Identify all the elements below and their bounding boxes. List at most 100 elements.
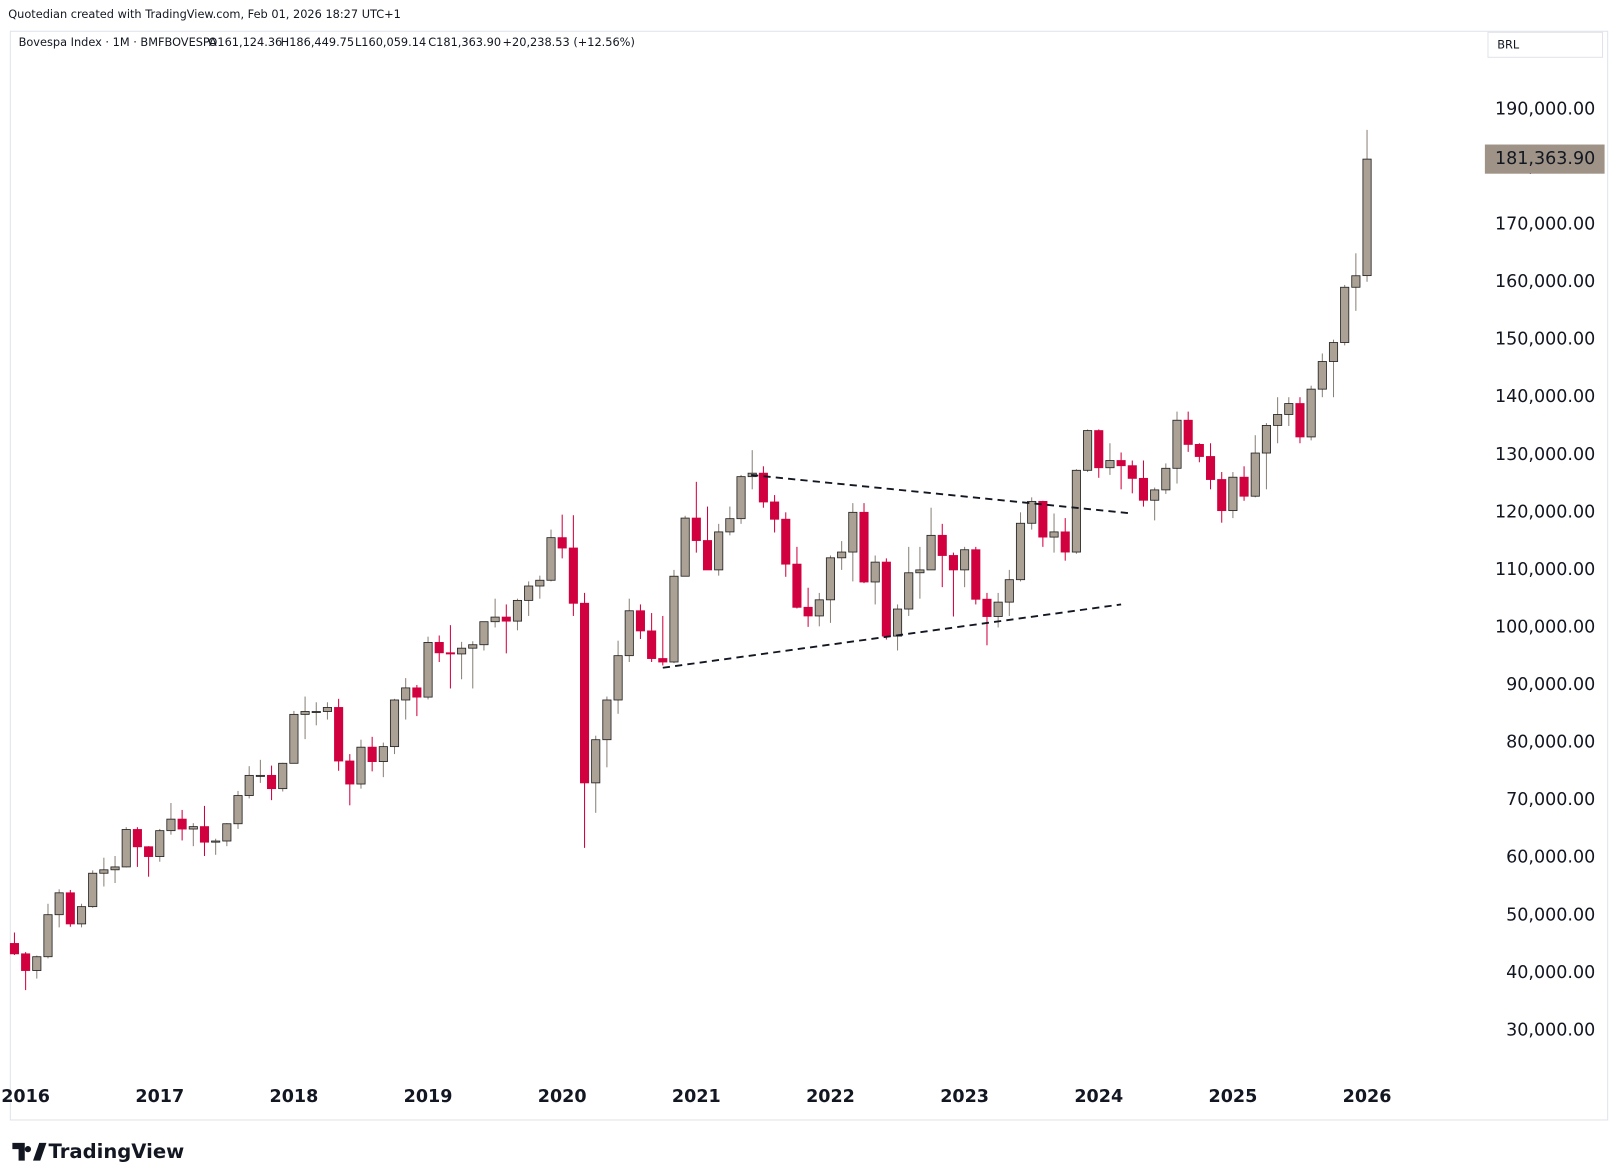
candle-body	[1172, 419, 1182, 469]
candle-body	[188, 826, 198, 830]
candle-body	[423, 642, 433, 698]
candle-body	[982, 598, 992, 617]
credit: Quotedian created with TradingView.com, …	[8, 7, 401, 21]
candle-body	[1306, 388, 1316, 438]
low-label: L160,059.14	[355, 35, 426, 49]
candle-body	[267, 774, 277, 790]
candle-body	[345, 760, 355, 785]
candle-body	[9, 943, 19, 955]
x-tick-label: 2016	[1, 1087, 50, 1107]
y-tick-label: 40,000.00	[1506, 963, 1595, 983]
candle-body	[602, 699, 612, 741]
candle-body	[770, 501, 780, 520]
candle-body	[43, 914, 53, 958]
y-tick-label: 110,000.00	[1495, 560, 1595, 580]
candle-body	[1217, 479, 1227, 512]
candle-body	[557, 537, 567, 549]
high-label: H186,449.75	[281, 35, 354, 49]
candle-body	[702, 540, 713, 571]
candle-body	[1138, 477, 1149, 501]
candle-body	[1105, 460, 1115, 469]
y-tick-label: 80,000.00	[1506, 733, 1595, 753]
candle-body	[389, 699, 400, 748]
trendline	[662, 603, 1122, 669]
currency-box[interactable]	[1487, 31, 1604, 58]
candle-body	[792, 563, 802, 608]
candle-body	[1183, 419, 1193, 445]
candle-body	[401, 687, 411, 701]
candle-body	[479, 621, 489, 646]
candle-body	[166, 818, 176, 832]
candle-body	[1250, 452, 1260, 497]
candle-body	[21, 953, 31, 971]
close-label: C181,363.90	[428, 35, 501, 49]
candle-body	[1161, 467, 1171, 491]
last-price-box	[1484, 144, 1605, 174]
candle-body	[725, 518, 735, 533]
y-tick-label: 60,000.00	[1506, 848, 1595, 868]
x-tick-label: 2020	[538, 1087, 587, 1107]
candle-body	[54, 892, 64, 916]
y-tick-label: 70,000.00	[1506, 790, 1595, 810]
candle-body	[322, 707, 332, 712]
candle-body	[278, 762, 288, 790]
logo-icon	[12, 1142, 47, 1161]
candle-body	[714, 531, 724, 571]
chart-frame	[9, 30, 1609, 1121]
candle-body	[736, 476, 746, 520]
open-label: O161,124.36	[208, 35, 282, 49]
candle-body	[669, 575, 679, 663]
x-tick-label: 2024	[1074, 1087, 1123, 1107]
change-label: +20,238.53 (+12.56%)	[503, 35, 635, 49]
candle-body	[99, 869, 109, 874]
candle-body	[1317, 361, 1327, 390]
y-tick-label: 120,000.00	[1495, 502, 1595, 522]
candle-body	[378, 746, 388, 762]
candle-body	[300, 711, 310, 715]
candle-body	[88, 872, 98, 908]
candle-body	[1015, 522, 1026, 581]
brand: TradingView	[48, 1140, 184, 1163]
x-tick-label: 2021	[672, 1087, 721, 1107]
candle-body	[1205, 456, 1216, 480]
candle-body	[457, 647, 467, 655]
candle-body	[647, 630, 657, 659]
candle-body	[1127, 465, 1137, 479]
candle-body	[1295, 403, 1305, 438]
candle-body	[1273, 414, 1283, 426]
candle-body	[1083, 430, 1093, 471]
candle-body	[155, 830, 165, 857]
candle-body	[859, 511, 869, 583]
candle-body	[1049, 531, 1059, 538]
x-tick-label: 2023	[940, 1087, 989, 1107]
candle-body	[110, 866, 120, 871]
y-tick-label: 130,000.00	[1495, 445, 1595, 465]
candle-body	[1340, 286, 1350, 343]
candle-body	[993, 601, 1003, 617]
candle-body	[960, 549, 970, 571]
candle-body	[244, 774, 254, 796]
candle-body	[1116, 460, 1126, 467]
candle-body	[222, 823, 232, 842]
candle-body	[1284, 403, 1294, 415]
candle-body	[613, 655, 623, 701]
candle-body	[445, 652, 455, 655]
candle-body	[1071, 469, 1081, 553]
candle-body	[121, 829, 131, 868]
candle-body	[512, 599, 523, 622]
candles	[9, 129, 1372, 991]
candle-body	[356, 746, 366, 785]
candle-body	[1328, 342, 1339, 362]
candle-body	[144, 846, 154, 857]
candle-body	[580, 602, 590, 784]
trendline	[751, 473, 1133, 515]
candle-body	[1004, 579, 1014, 603]
candle-body	[825, 557, 836, 601]
candle-body	[848, 511, 858, 553]
candle-body	[758, 472, 768, 503]
x-tick-label: 2017	[135, 1087, 184, 1107]
candle-body	[1027, 500, 1037, 524]
candle-body	[289, 713, 299, 764]
currency: BRL	[1497, 37, 1520, 51]
